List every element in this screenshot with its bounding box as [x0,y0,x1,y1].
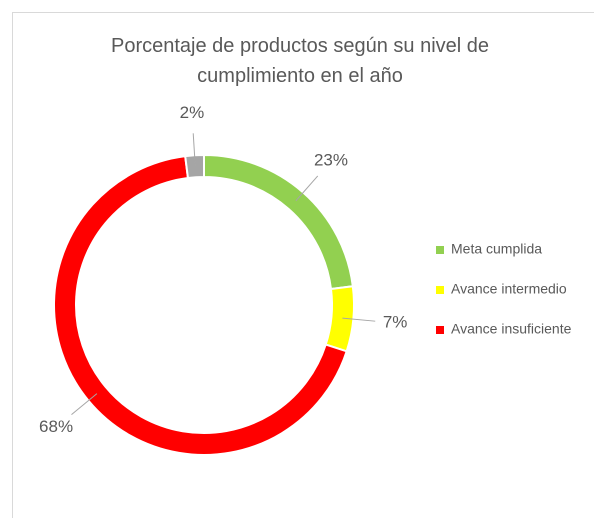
leader-line [342,317,376,322]
leader-line [295,175,319,202]
donut-segment [184,153,205,180]
leader-line [71,393,98,416]
legend-swatch [436,246,444,254]
chart-frame [12,12,594,518]
data-label: 7% [383,313,408,332]
data-label: 23% [314,150,348,169]
data-label: 2% [180,103,205,122]
legend-label: Meta cumplida [451,241,542,257]
leader-line [192,133,196,167]
legend-swatch [436,286,444,294]
legend-label: Avance intermedio [451,281,567,297]
legend-swatch [436,326,444,334]
legend-label: Avance insuficiente [451,321,572,337]
data-label: 68% [39,417,73,436]
chart-title: Porcentaje de productos según su nivel d… [111,35,489,87]
